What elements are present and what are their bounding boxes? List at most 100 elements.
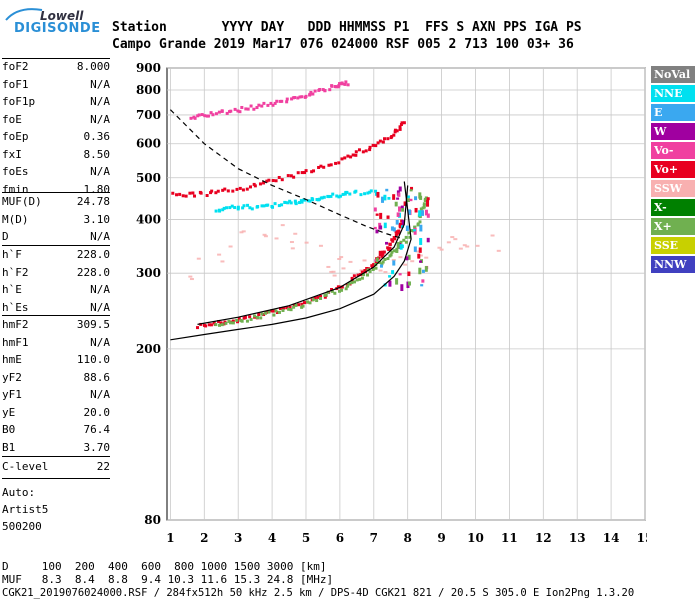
trace-point (242, 204, 246, 208)
cluster-point (385, 241, 389, 245)
x-tick-label: 6 (336, 531, 344, 545)
cluster-point (405, 256, 409, 261)
param-row-ye: yE 20.0 (2, 406, 110, 423)
trace-point (408, 235, 412, 239)
trace-point (322, 165, 326, 169)
trace-point (289, 174, 293, 178)
trace-point (277, 175, 281, 179)
trace-point (392, 236, 396, 240)
trace-point (262, 181, 266, 185)
trace-point (205, 194, 209, 198)
parameter-panel: foF2 8.000 foF1 N/A foF1p N/A foE N/A foEp 0.36 fx… (2, 58, 110, 538)
trace-point (407, 231, 411, 235)
x-tick-label: 13 (569, 531, 586, 545)
param-row-b0: B0 76.4 (2, 423, 110, 440)
trace-point (228, 206, 232, 210)
param-row-h-f: h`F 228.0 (2, 248, 110, 265)
cluster-point (375, 213, 379, 216)
trace-point (271, 309, 275, 313)
trace-point (255, 106, 259, 110)
trace-point (214, 323, 218, 327)
trace-point (289, 241, 294, 244)
ionogram-chart: 1234567891011121314158020030040050060070… (136, 61, 647, 545)
trace-point (304, 169, 308, 173)
trace-point (345, 190, 349, 194)
trace-point (189, 116, 193, 120)
param-value: 8.50 (83, 147, 111, 161)
legend-item-nne: NNE (651, 85, 695, 102)
trace-point (231, 321, 235, 325)
trace-point (271, 205, 275, 209)
cluster-point (398, 206, 402, 212)
trace-point (264, 311, 268, 315)
trace-point (399, 240, 403, 244)
trace-point (278, 99, 282, 103)
param-row-yf1: yF1 N/A (2, 388, 110, 405)
trace-point (223, 187, 227, 191)
trace-point (263, 235, 268, 238)
trace-point (319, 296, 323, 300)
cluster-point (401, 207, 405, 212)
trace-point (400, 219, 404, 223)
param-label: yF1 (2, 388, 22, 401)
cluster-point (394, 201, 398, 207)
trace-point (228, 245, 233, 248)
digisonde-logo-swoosh (5, 8, 43, 21)
param-value: 228.0 (76, 248, 110, 261)
cluster-point (375, 257, 379, 262)
legend-item-nnw: NNW (651, 256, 695, 273)
trace-point (399, 123, 403, 127)
param-row-muf-d-: MUF(D) 24.78 (2, 195, 110, 212)
cluster-point (395, 219, 399, 225)
legend-item-ssw: SSW (651, 180, 695, 197)
trace-point (368, 145, 372, 149)
spread-echo-points (188, 224, 501, 281)
cluster-point (386, 215, 390, 219)
param-row-fof1p: foF1p N/A (2, 95, 110, 112)
trace-point (193, 116, 197, 120)
trace-point (422, 202, 426, 206)
y-tick-label: 600 (136, 137, 161, 151)
x-tick-label: 4 (268, 531, 276, 545)
param-label: fxI (2, 147, 22, 161)
cluster-point (375, 229, 379, 234)
trace-point (390, 250, 394, 254)
cluster-point (396, 197, 400, 200)
trace-point (349, 155, 353, 159)
trace-point (211, 113, 215, 117)
trace-point (331, 270, 336, 273)
trace-point (416, 222, 420, 226)
trace-point (311, 92, 315, 96)
trace-point (313, 296, 317, 300)
param-row-hme: hmE 110.0 (2, 353, 110, 370)
trace-point (374, 189, 378, 193)
trace-point (274, 179, 278, 183)
trace-point (278, 307, 282, 311)
param-label: hmF2 (2, 318, 29, 331)
trace-point (334, 161, 338, 165)
trace-point (286, 174, 290, 178)
trace-point (240, 105, 244, 109)
param-row-h-es: h`Es N/A (2, 301, 110, 318)
trace-point (392, 133, 396, 137)
trace-point (219, 321, 223, 325)
trace-point (171, 191, 175, 195)
trace-point (368, 148, 372, 152)
trace-point (352, 274, 356, 278)
param-value: N/A (90, 283, 110, 296)
param-row-h-f2: h`F2 228.0 (2, 266, 110, 283)
trace-point (204, 324, 208, 328)
cluster-point (396, 212, 400, 217)
trace-point (413, 225, 417, 229)
param-label: h`E (2, 283, 22, 296)
trace-point (241, 206, 245, 210)
profile-dashed-line (169, 109, 402, 239)
trace-point (330, 289, 334, 293)
param-value: 3.10 (83, 212, 111, 226)
trace-point (260, 312, 264, 316)
trace-point (269, 101, 273, 105)
trace-point (210, 189, 214, 193)
trace-point (220, 323, 224, 327)
trace-point (362, 273, 366, 277)
trace-point (356, 273, 360, 277)
